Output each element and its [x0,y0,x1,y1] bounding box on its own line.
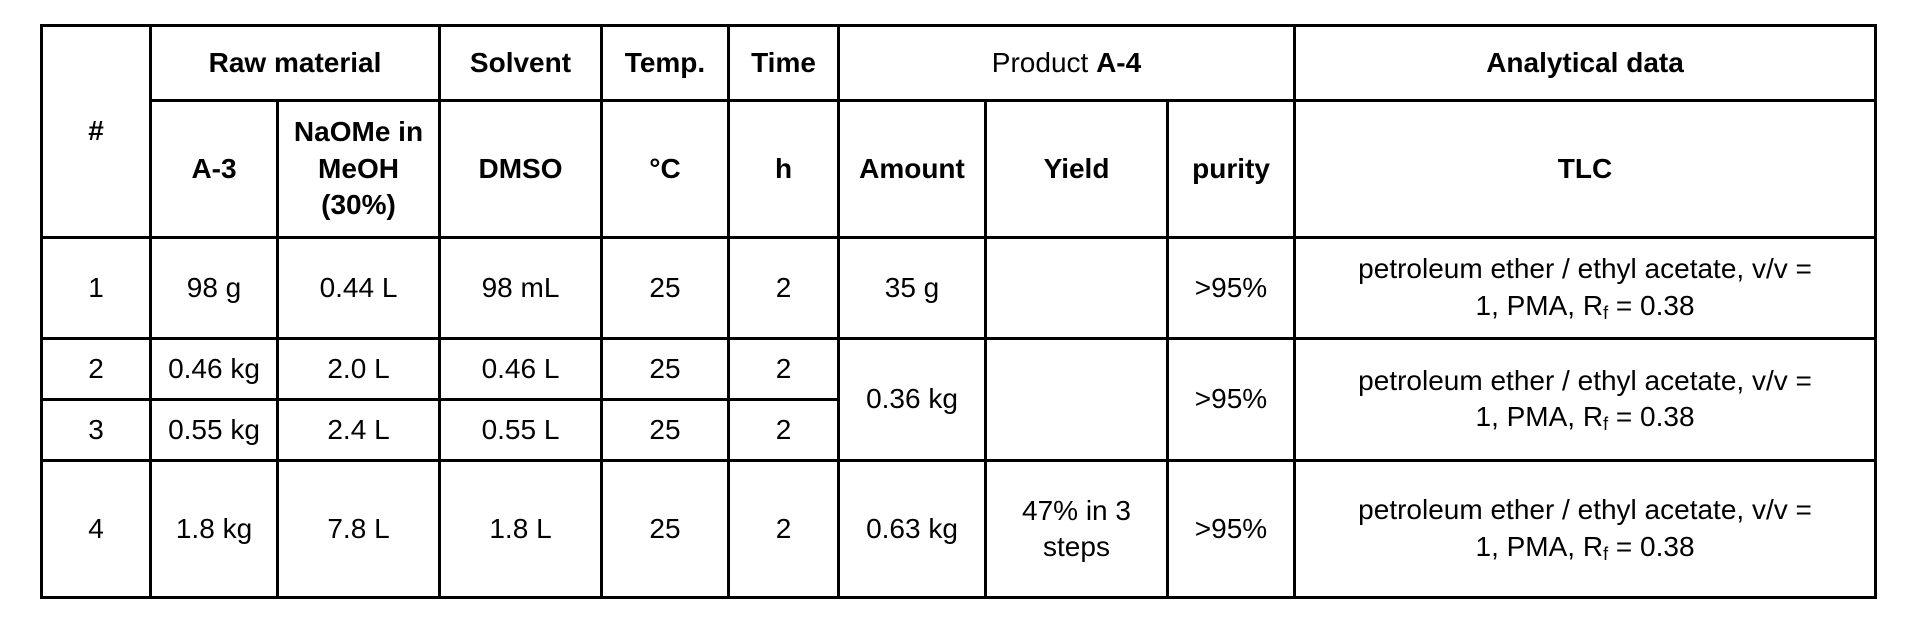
cell-a3: 98 g [149,236,279,340]
cell-purity: >95% [1165,236,1297,340]
subheader-naome-line1: NaOMe in [293,116,424,148]
header-row-2: A-3 NaOMe in MeOH (30%) DMSO °C h Amount… [42,99,1878,239]
cell-naome: 2.4 L [276,398,441,462]
col-header-temp: Temp. [600,24,730,102]
subheader-time-unit: h [727,99,840,239]
col-header-time: Time [727,24,840,102]
cell-amount: 0.63 kg [837,459,987,599]
tlc-rf-value: = 0.38 [1608,401,1695,432]
cell-num: 4 [40,459,152,599]
cell-time: 2 [727,236,840,340]
cell-tlc: petroleum ether / ethyl acetate, v/v = 1… [1293,337,1878,462]
cell-naome: 0.44 L [276,236,441,340]
header-row-1: # Raw material Solvent Temp. Time Produc… [40,24,1878,239]
col-header-solvent: Solvent [438,24,603,102]
subheader-amount: Amount [837,99,987,239]
tlc-line1: petroleum ether / ethyl acetate, v/v = [1358,494,1812,526]
subheader-purity: purity [1165,99,1297,239]
cell-temp: 25 [600,459,730,599]
cell-tlc: petroleum ether / ethyl acetate, v/v = 1… [1293,236,1878,340]
subheader-naome: NaOMe in MeOH (30%) [276,99,441,239]
reaction-table: # Raw material Solvent Temp. Time Produc… [40,24,1878,599]
table-row: 1 98 g 0.44 L 98 mL 25 2 35 g >95% petro… [40,236,1878,340]
cell-naome: 7.8 L [276,459,441,599]
cell-a3: 0.55 kg [149,398,279,462]
table-row: 2 0.46 kg 2.0 L 0.46 L 25 2 0.36 kg >95%… [40,337,1878,462]
cell-amount: 35 g [837,236,987,340]
table-row: 3 0.55 kg 2.4 L 0.55 L 25 2 [40,398,1876,462]
cell-num: 3 [40,398,152,462]
cell-yield [984,337,1169,462]
cell-temp: 25 [600,337,730,401]
col-header-analytical: Analytical data [1293,24,1878,102]
tlc-rf-prefix: 1, PMA, R [1475,530,1604,562]
subheader-naome-line3: (30%) [321,189,396,221]
cell-yield: 47% in 3 steps [984,459,1169,599]
tlc-rf-sub: f [1603,543,1609,564]
cell-tlc: petroleum ether / ethyl acetate, v/v = 1… [1293,459,1878,599]
cell-temp: 25 [600,398,730,462]
subheader-dmso: DMSO [438,99,603,239]
subheader-a3: A-3 [149,99,279,239]
subheader-tlc: TLC [1293,99,1878,239]
col-header-num: # [40,24,152,239]
cell-naome: 2.0 L [276,337,441,401]
table-row: 4 1.8 kg 7.8 L 1.8 L 25 2 0.63 kg 47% in… [40,459,1878,599]
cell-dmso: 0.46 L [438,337,603,401]
product-prefix: Product [991,46,1097,78]
tlc-line2: 1, PMA, Rf = 0.38 [1302,288,1868,325]
tlc-line1: petroleum ether / ethyl acetate, v/v = [1358,253,1812,285]
cell-purity: >95% [1165,459,1297,599]
cell-num: 1 [40,236,152,340]
yield-line1: 47% in 3 [1022,494,1131,526]
cell-dmso: 98 mL [438,236,603,340]
cell-amount: 0.36 kg [837,337,987,462]
cell-purity: >95% [1165,337,1297,462]
tlc-rf-prefix: 1, PMA, R [1475,401,1604,432]
yield-line2: steps [1043,531,1110,562]
col-header-raw-material: Raw material [149,24,441,102]
tlc-rf-prefix: 1, PMA, R [1475,289,1604,321]
tlc-line2: 1, PMA, Rf = 0.38 [1302,529,1868,566]
subheader-naome-line2: MeOH [318,152,399,184]
subheader-yield: Yield [984,99,1169,239]
cell-temp: 25 [600,236,730,340]
cell-yield [984,236,1169,340]
tlc-line1: petroleum ether / ethyl acetate, v/v = [1358,364,1812,396]
tlc-rf-sub: f [1603,414,1609,434]
cell-a3: 0.46 kg [149,337,279,401]
col-header-product: Product A-4 [836,24,1297,102]
cell-a3: 1.8 kg [149,459,279,599]
tlc-line2: 1, PMA, Rf = 0.38 [1302,399,1868,436]
cell-dmso: 1.8 L [438,459,603,599]
tlc-rf-sub: f [1603,302,1609,323]
product-code: A-4 [1096,46,1142,78]
tlc-rf-value: = 0.38 [1608,289,1695,321]
cell-time: 2 [727,398,840,462]
cell-time: 2 [727,459,840,599]
cell-dmso: 0.55 L [438,398,603,462]
cell-time: 2 [727,337,840,401]
tlc-rf-value: = 0.38 [1608,530,1695,562]
cell-num: 2 [40,337,152,401]
subheader-temp-unit: °C [600,99,730,239]
